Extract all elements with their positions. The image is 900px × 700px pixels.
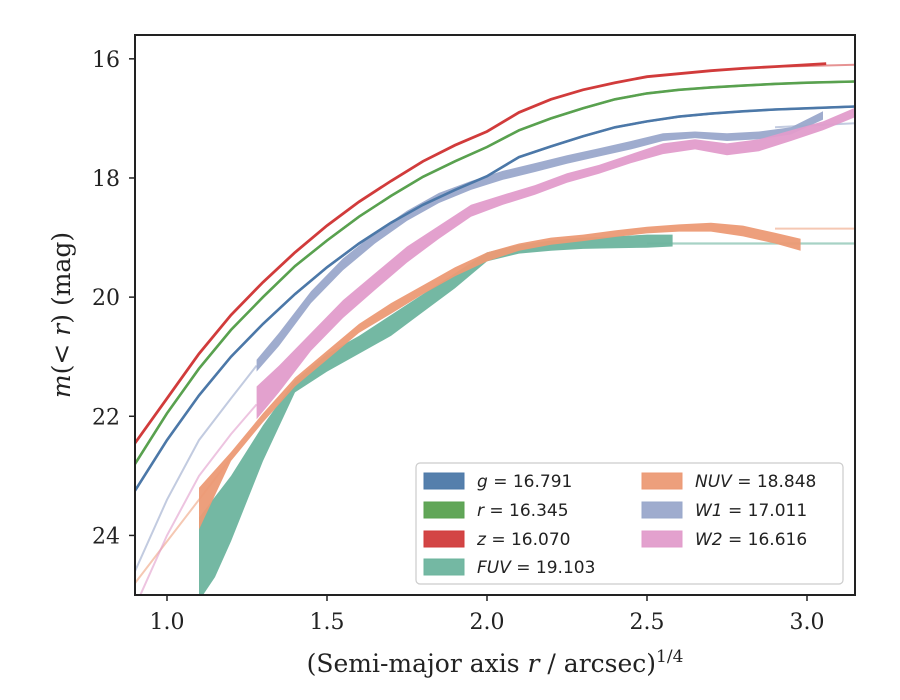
legend-swatch-z [423,530,465,548]
x-tick-label: 1.0 [150,610,185,635]
y-axis-label-lt-r: < r [47,322,76,365]
legend-swatch-fuv [423,558,465,576]
y-axis-label-close: ) (mag) [47,232,76,324]
x-axis-label-exponent: 1/4 [656,647,683,667]
legend-swatch-r [423,501,465,519]
legend-label-z: z = 16.070 [476,530,570,550]
x-axis-ticks: 1.0 1.5 2.0 2.5 3.0 [150,595,825,635]
band-w2 [256,107,855,420]
x-axis-label: (Semi-major axis r / arcsec)1/4 [307,647,684,678]
x-axis-label-base: (Semi-major axis [307,649,528,678]
legend-swatch-nuv [641,472,683,490]
y-axis-label-m: m [47,374,76,398]
legend: g = 16.791 r = 16.345 z = 16.070 FUV = 19.1… [415,462,844,585]
x-axis-label-unit: / arcsec) [539,649,656,678]
line-g [135,105,855,492]
legend-label-r: r = 16.345 [477,501,569,521]
plot-frame [134,34,856,596]
legend-label-w1: W1 = 17.011 [695,501,807,521]
legend-swatch-w2 [641,530,683,548]
legend-label-g: g = 16.791 [477,472,572,492]
legend-swatch-w1 [641,501,683,519]
x-tick-label: 1.5 [310,610,345,635]
x-tick-label: 2.0 [470,610,505,635]
legend-label-nuv: NUV = 18.848 [695,472,816,492]
legend-swatch-g [423,472,465,490]
x-tick-label: 2.5 [630,610,665,635]
model-curve-w2 [139,403,258,595]
y-tick-label: 20 [92,286,120,311]
y-axis-label-open: ( [47,365,76,375]
x-axis-label-var: r [528,649,542,678]
band-series-layer [199,107,855,595]
y-tick-label: 18 [92,167,120,192]
y-tick-label: 22 [92,405,120,430]
y-tick-label: 24 [92,524,120,549]
y-tick-label: 16 [92,48,120,73]
y-axis-ticks: 16 18 20 22 24 [92,48,135,549]
x-tick-label: 3.0 [790,610,825,635]
line-r [135,80,855,465]
line-z [135,62,827,444]
model-curve-w1 [135,364,258,572]
line-series-layer [135,62,855,492]
legend-box [415,462,844,585]
legend-label-fuv: FUV = 19.103 [477,558,595,578]
legend-label-w2: W2 = 16.616 [695,530,807,550]
model-curve-g [135,105,855,492]
y-axis-label: m(< r) (mag) [47,232,76,398]
